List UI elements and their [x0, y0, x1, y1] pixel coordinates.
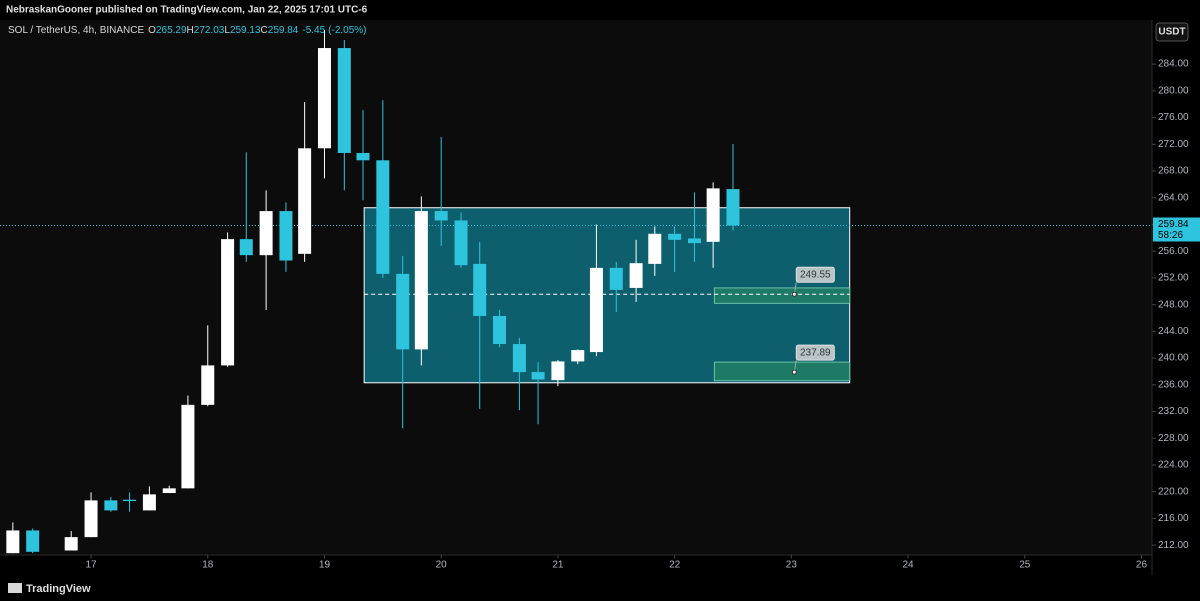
candle-body [259, 211, 273, 256]
legend-value: 259.84 [268, 25, 299, 36]
last-price-tag [1153, 217, 1200, 242]
candle-body [454, 220, 468, 266]
candle-body [162, 488, 176, 494]
candle-body [104, 500, 118, 511]
candle-body [414, 211, 428, 350]
y-tick-label: 272.00 [1158, 139, 1189, 150]
x-tick-label: 23 [786, 560, 798, 571]
candle-body [221, 239, 235, 366]
y-tick-label: 268.00 [1158, 166, 1189, 177]
y-tick-label: 220.00 [1158, 486, 1189, 497]
y-tick-label: 216.00 [1158, 513, 1189, 524]
y-tick-label: 252.00 [1158, 273, 1189, 284]
x-tick-label: 22 [669, 560, 681, 571]
legend-key: L [224, 25, 230, 36]
publisher: NebraskanGooner published on TradingView… [6, 5, 368, 16]
candle-body [629, 263, 643, 288]
y-tick-label: 276.00 [1158, 112, 1189, 123]
candle-body [434, 211, 448, 221]
legend-value: 272.03 [194, 25, 225, 36]
zone [713, 287, 851, 304]
candle-body [6, 530, 20, 554]
last-price-label: 259.84 [1158, 219, 1189, 230]
y-tick-label: 256.00 [1158, 246, 1189, 257]
y-tick-label: 248.00 [1158, 299, 1189, 310]
candle-body [531, 372, 545, 380]
candle-body [123, 499, 137, 502]
candle-body [84, 500, 98, 538]
candle-body [181, 404, 195, 489]
candle-body [687, 238, 701, 244]
y-tick-label: 212.00 [1158, 540, 1189, 551]
callout-anchor [791, 291, 797, 297]
y-tick-label: 228.00 [1158, 433, 1189, 444]
zone [713, 361, 851, 382]
candle-body [317, 48, 331, 149]
usdt-box[interactable] [1155, 22, 1189, 42]
symbol: SOL / TetherUS, 4h, BINANCE [8, 25, 144, 36]
logo-mark[interactable] [8, 583, 22, 593]
x-tick-label: 18 [202, 560, 214, 571]
currency[interactable]: USDT [1158, 27, 1185, 38]
y-tick-label: 240.00 [1158, 353, 1189, 364]
candle-body [396, 273, 410, 350]
x-tick-label: 25 [1019, 560, 1031, 571]
y-tick-label: 280.00 [1158, 85, 1189, 96]
candle-body [589, 267, 603, 353]
candle-body [298, 148, 312, 254]
callout-box [795, 344, 835, 361]
y-tick-label: 224.00 [1158, 460, 1189, 471]
symbol-legend: SOL / TetherUS, 4h, BINANCE O265.29H272.0… [8, 25, 367, 36]
candle-body [551, 361, 565, 381]
candle-body [201, 365, 215, 405]
change: -5.45 [302, 25, 325, 36]
candle-body [356, 152, 370, 161]
callout-anchor [791, 369, 797, 375]
candle-body [337, 48, 351, 153]
y-tick-label: 236.00 [1158, 379, 1189, 390]
y-tick-label: 244.00 [1158, 326, 1189, 337]
candle-body [668, 233, 682, 240]
x-tick-label: 21 [552, 560, 564, 571]
x-tick-label: 17 [85, 560, 97, 571]
candle-body [64, 537, 78, 551]
x-tick-label: 20 [436, 560, 448, 571]
legend-value: 259.13 [230, 25, 261, 36]
callout-label: 237.89 [800, 347, 831, 358]
candle-body [239, 239, 253, 256]
candle-body [726, 189, 740, 226]
callout-label: 249.55 [800, 269, 831, 280]
candle-body [26, 530, 40, 552]
change-pct: (-2.05%) [328, 25, 366, 36]
x-tick-label: 19 [319, 560, 331, 571]
candle-body [142, 494, 156, 511]
callout-box [795, 266, 835, 283]
x-tick-label: 24 [902, 560, 914, 571]
legend-key: C [261, 25, 268, 36]
candle-body [279, 211, 293, 261]
candle-body [376, 160, 390, 274]
y-tick-label: 232.00 [1158, 406, 1189, 417]
candle-body [512, 344, 526, 373]
plot [0, 30, 1152, 554]
y-tick-label: 264.00 [1158, 192, 1189, 203]
usdt-button[interactable]: USDT [1155, 22, 1189, 42]
candle-body [473, 263, 487, 316]
x-tick-label: 26 [1136, 560, 1148, 571]
candle-body [706, 188, 720, 242]
candle-body [571, 350, 585, 362]
y-tick-label: 284.00 [1158, 59, 1189, 70]
candle-body [609, 267, 623, 290]
candle-body [493, 315, 507, 345]
footer-logo[interactable]: TradingView [8, 583, 91, 595]
countdown: 58:26 [1158, 230, 1183, 241]
legend-value: 265.29 [156, 25, 187, 36]
legend-key: O [148, 25, 156, 36]
legend-key: H [187, 25, 194, 36]
brand[interactable]: TradingView [26, 583, 91, 595]
candle-body [648, 233, 662, 264]
